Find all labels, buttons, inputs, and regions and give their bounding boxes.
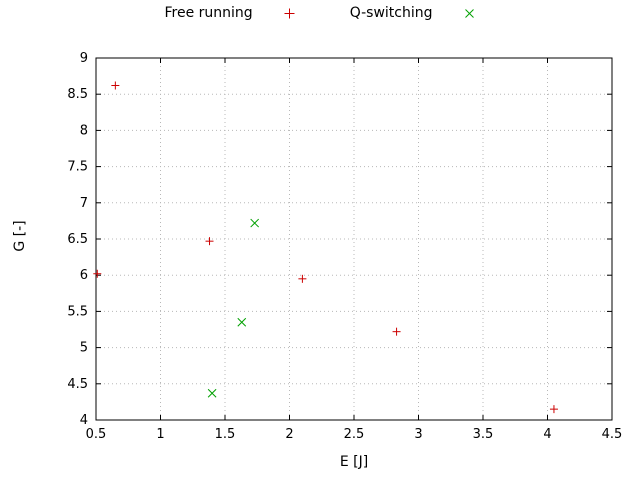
y-axis-label: G [-] (12, 220, 28, 252)
svg-text:8: 8 (80, 123, 88, 138)
legend: Free running Q-switching (0, 5, 640, 21)
svg-text:1.5: 1.5 (215, 427, 236, 442)
cross-marker-icon (464, 8, 474, 18)
svg-text:5: 5 (80, 341, 88, 356)
svg-text:1: 1 (156, 427, 164, 442)
legend-item-q-switching: Q-switching (350, 5, 476, 21)
svg-text:4.5: 4.5 (67, 377, 88, 392)
svg-text:7.5: 7.5 (67, 160, 88, 175)
svg-text:0.5: 0.5 (86, 427, 107, 442)
svg-text:4: 4 (80, 413, 88, 428)
svg-text:6.5: 6.5 (67, 232, 88, 247)
legend-item-free-running: Free running (165, 5, 296, 21)
svg-text:9: 9 (80, 51, 88, 66)
svg-text:5.5: 5.5 (67, 304, 88, 319)
svg-text:6: 6 (80, 268, 88, 283)
svg-text:4.5: 4.5 (602, 427, 623, 442)
x-axis-label: E [J] (339, 454, 369, 470)
legend-label-free-running: Free running (164, 5, 253, 21)
svg-text:2: 2 (285, 427, 293, 442)
svg-text:8.5: 8.5 (67, 87, 88, 102)
svg-text:4: 4 (543, 427, 551, 442)
svg-text:3: 3 (414, 427, 422, 442)
legend-label-q-switching: Q-switching (349, 5, 433, 21)
svg-text:2.5: 2.5 (344, 427, 365, 442)
plus-marker-icon (284, 8, 295, 18)
svg-text:7: 7 (80, 196, 88, 211)
svg-text:3.5: 3.5 (473, 427, 494, 442)
